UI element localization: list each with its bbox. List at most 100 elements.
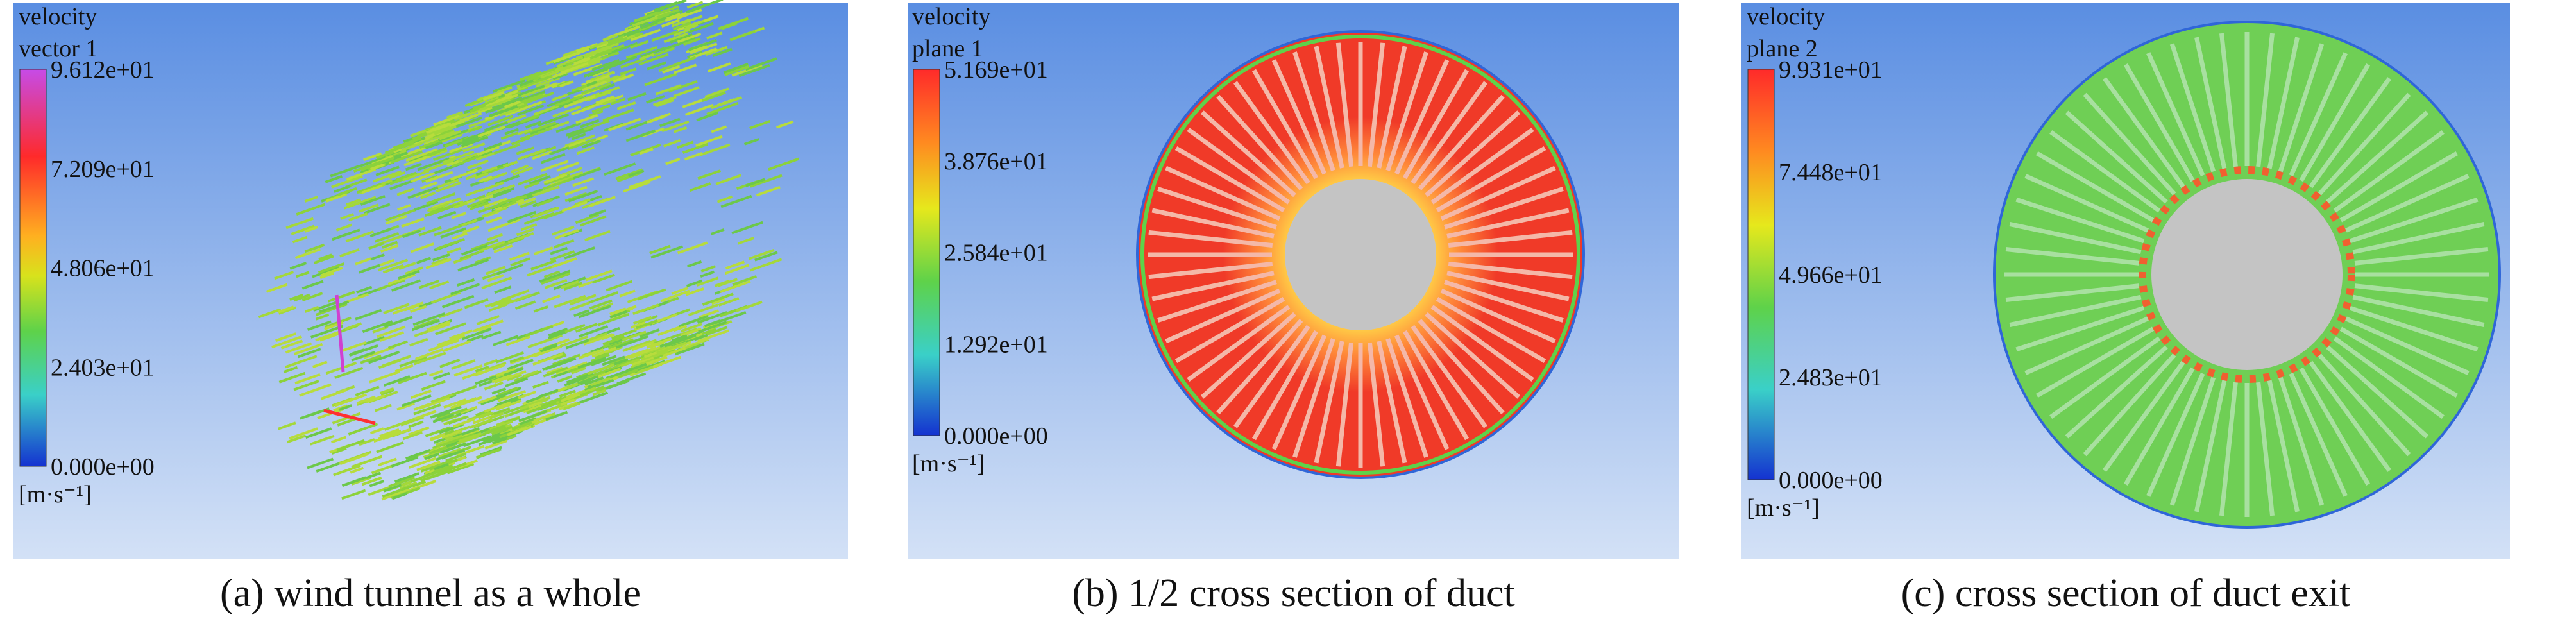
vector-arrow	[532, 187, 554, 197]
vector-arrow	[433, 178, 459, 190]
vector-arrow	[556, 171, 584, 183]
vector-arrow	[628, 175, 661, 189]
vector-arrow	[491, 387, 507, 395]
vector-arrow	[438, 448, 461, 459]
colorbar-tick-label: 2.483e+01	[1779, 364, 1883, 391]
vector-arrow	[523, 370, 539, 378]
vector-arrow	[271, 335, 303, 349]
vector-arrow	[462, 370, 484, 380]
vector-arrow	[754, 251, 778, 262]
vector-arrow	[630, 28, 661, 42]
vector-arrow	[606, 37, 628, 47]
vector-arrow	[673, 28, 691, 37]
vector-arrow	[680, 323, 702, 333]
vector-arrow	[533, 305, 548, 313]
vector-arrow	[590, 376, 611, 387]
vector-arrow	[396, 187, 414, 196]
vector-arrow	[656, 99, 674, 108]
colorbar-tick-label: 3.876e+01	[944, 148, 1048, 175]
blade-wake	[1394, 334, 1450, 450]
vector-arrow	[417, 157, 450, 171]
vector-arrow	[475, 256, 491, 264]
vector-arrow	[587, 363, 615, 375]
vector-arrow	[390, 150, 423, 164]
vector-arrow	[591, 302, 614, 312]
vector-arrow	[420, 191, 436, 199]
vector-arrow	[718, 297, 740, 307]
vector-arrow	[505, 335, 530, 346]
vector-arrow	[405, 148, 438, 162]
vector-arrow	[716, 195, 733, 203]
blade-wake	[1377, 46, 1407, 169]
vector-arrow	[589, 40, 607, 49]
vector-arrow	[436, 410, 451, 419]
vector-arrow	[577, 357, 607, 369]
vector-arrow	[587, 365, 619, 379]
vector-arrow	[551, 257, 577, 269]
vector-arrow	[538, 127, 552, 135]
vector-arrow	[552, 72, 568, 80]
blade-wake	[2278, 43, 2325, 173]
vector-arrow	[481, 330, 502, 340]
vector-arrow	[656, 341, 687, 355]
vector-arrow	[523, 121, 557, 135]
vector-arrow	[500, 131, 519, 140]
blade-wake	[1157, 187, 1277, 230]
vector-arrow	[418, 226, 442, 237]
blade-wake	[1335, 42, 1354, 167]
vector-arrow	[634, 11, 659, 22]
blade-wake	[2169, 376, 2216, 506]
vector-arrow	[402, 229, 421, 239]
blade-wake	[2083, 92, 2176, 196]
blade-wake	[2005, 247, 2140, 266]
vector-arrow	[706, 31, 723, 40]
vector-arrow	[554, 94, 584, 107]
vector-arrow	[724, 264, 750, 275]
vector-arrow	[526, 401, 557, 414]
vector-arrow	[278, 305, 294, 314]
vector-arrow	[275, 332, 296, 343]
blade-wake	[2354, 247, 2489, 266]
vector-arrow	[543, 366, 568, 378]
blade-wake	[1440, 165, 1556, 221]
vector-arrow	[710, 228, 725, 235]
vector-arrow	[672, 334, 688, 343]
vector-arrow	[548, 330, 568, 340]
vector-arrow	[345, 230, 375, 243]
vector-arrow	[655, 84, 681, 96]
vector-arrow	[318, 262, 345, 274]
vector-arrow	[304, 243, 325, 253]
vector-arrow	[681, 337, 709, 350]
vector-arrow	[423, 159, 455, 173]
blade-wake	[2339, 151, 2459, 223]
vector-arrow	[426, 320, 451, 332]
vector-arrow	[641, 343, 674, 357]
blade-wake	[2267, 380, 2300, 512]
vector-arrow	[598, 83, 616, 91]
vector-arrow	[370, 163, 386, 171]
vector-arrow	[510, 164, 529, 173]
vector-arrow	[397, 204, 411, 211]
vector-arrow	[376, 441, 404, 453]
blade-wake	[2333, 336, 2445, 419]
vector-arrow	[319, 332, 340, 342]
blade-wake	[1151, 271, 1275, 301]
vector-arrow	[414, 351, 446, 366]
vector-arrow	[588, 110, 604, 117]
vector-arrow	[561, 201, 588, 212]
vector-arrow	[385, 215, 407, 225]
vector-arrow	[405, 266, 423, 275]
vector-arrow	[571, 105, 594, 116]
vector-arrow	[578, 325, 609, 338]
vector-arrow	[632, 303, 659, 316]
vector-arrow	[461, 219, 478, 227]
vector-arrow	[381, 488, 410, 501]
vector-arrow	[590, 71, 615, 81]
vector-arrow	[559, 80, 574, 88]
vector-arrow	[428, 339, 460, 352]
vector-arrow	[569, 294, 597, 306]
vector-arrow	[518, 128, 532, 136]
vector-arrow	[356, 285, 373, 294]
vector-arrow	[564, 323, 586, 334]
blade-wake	[1165, 165, 1281, 221]
